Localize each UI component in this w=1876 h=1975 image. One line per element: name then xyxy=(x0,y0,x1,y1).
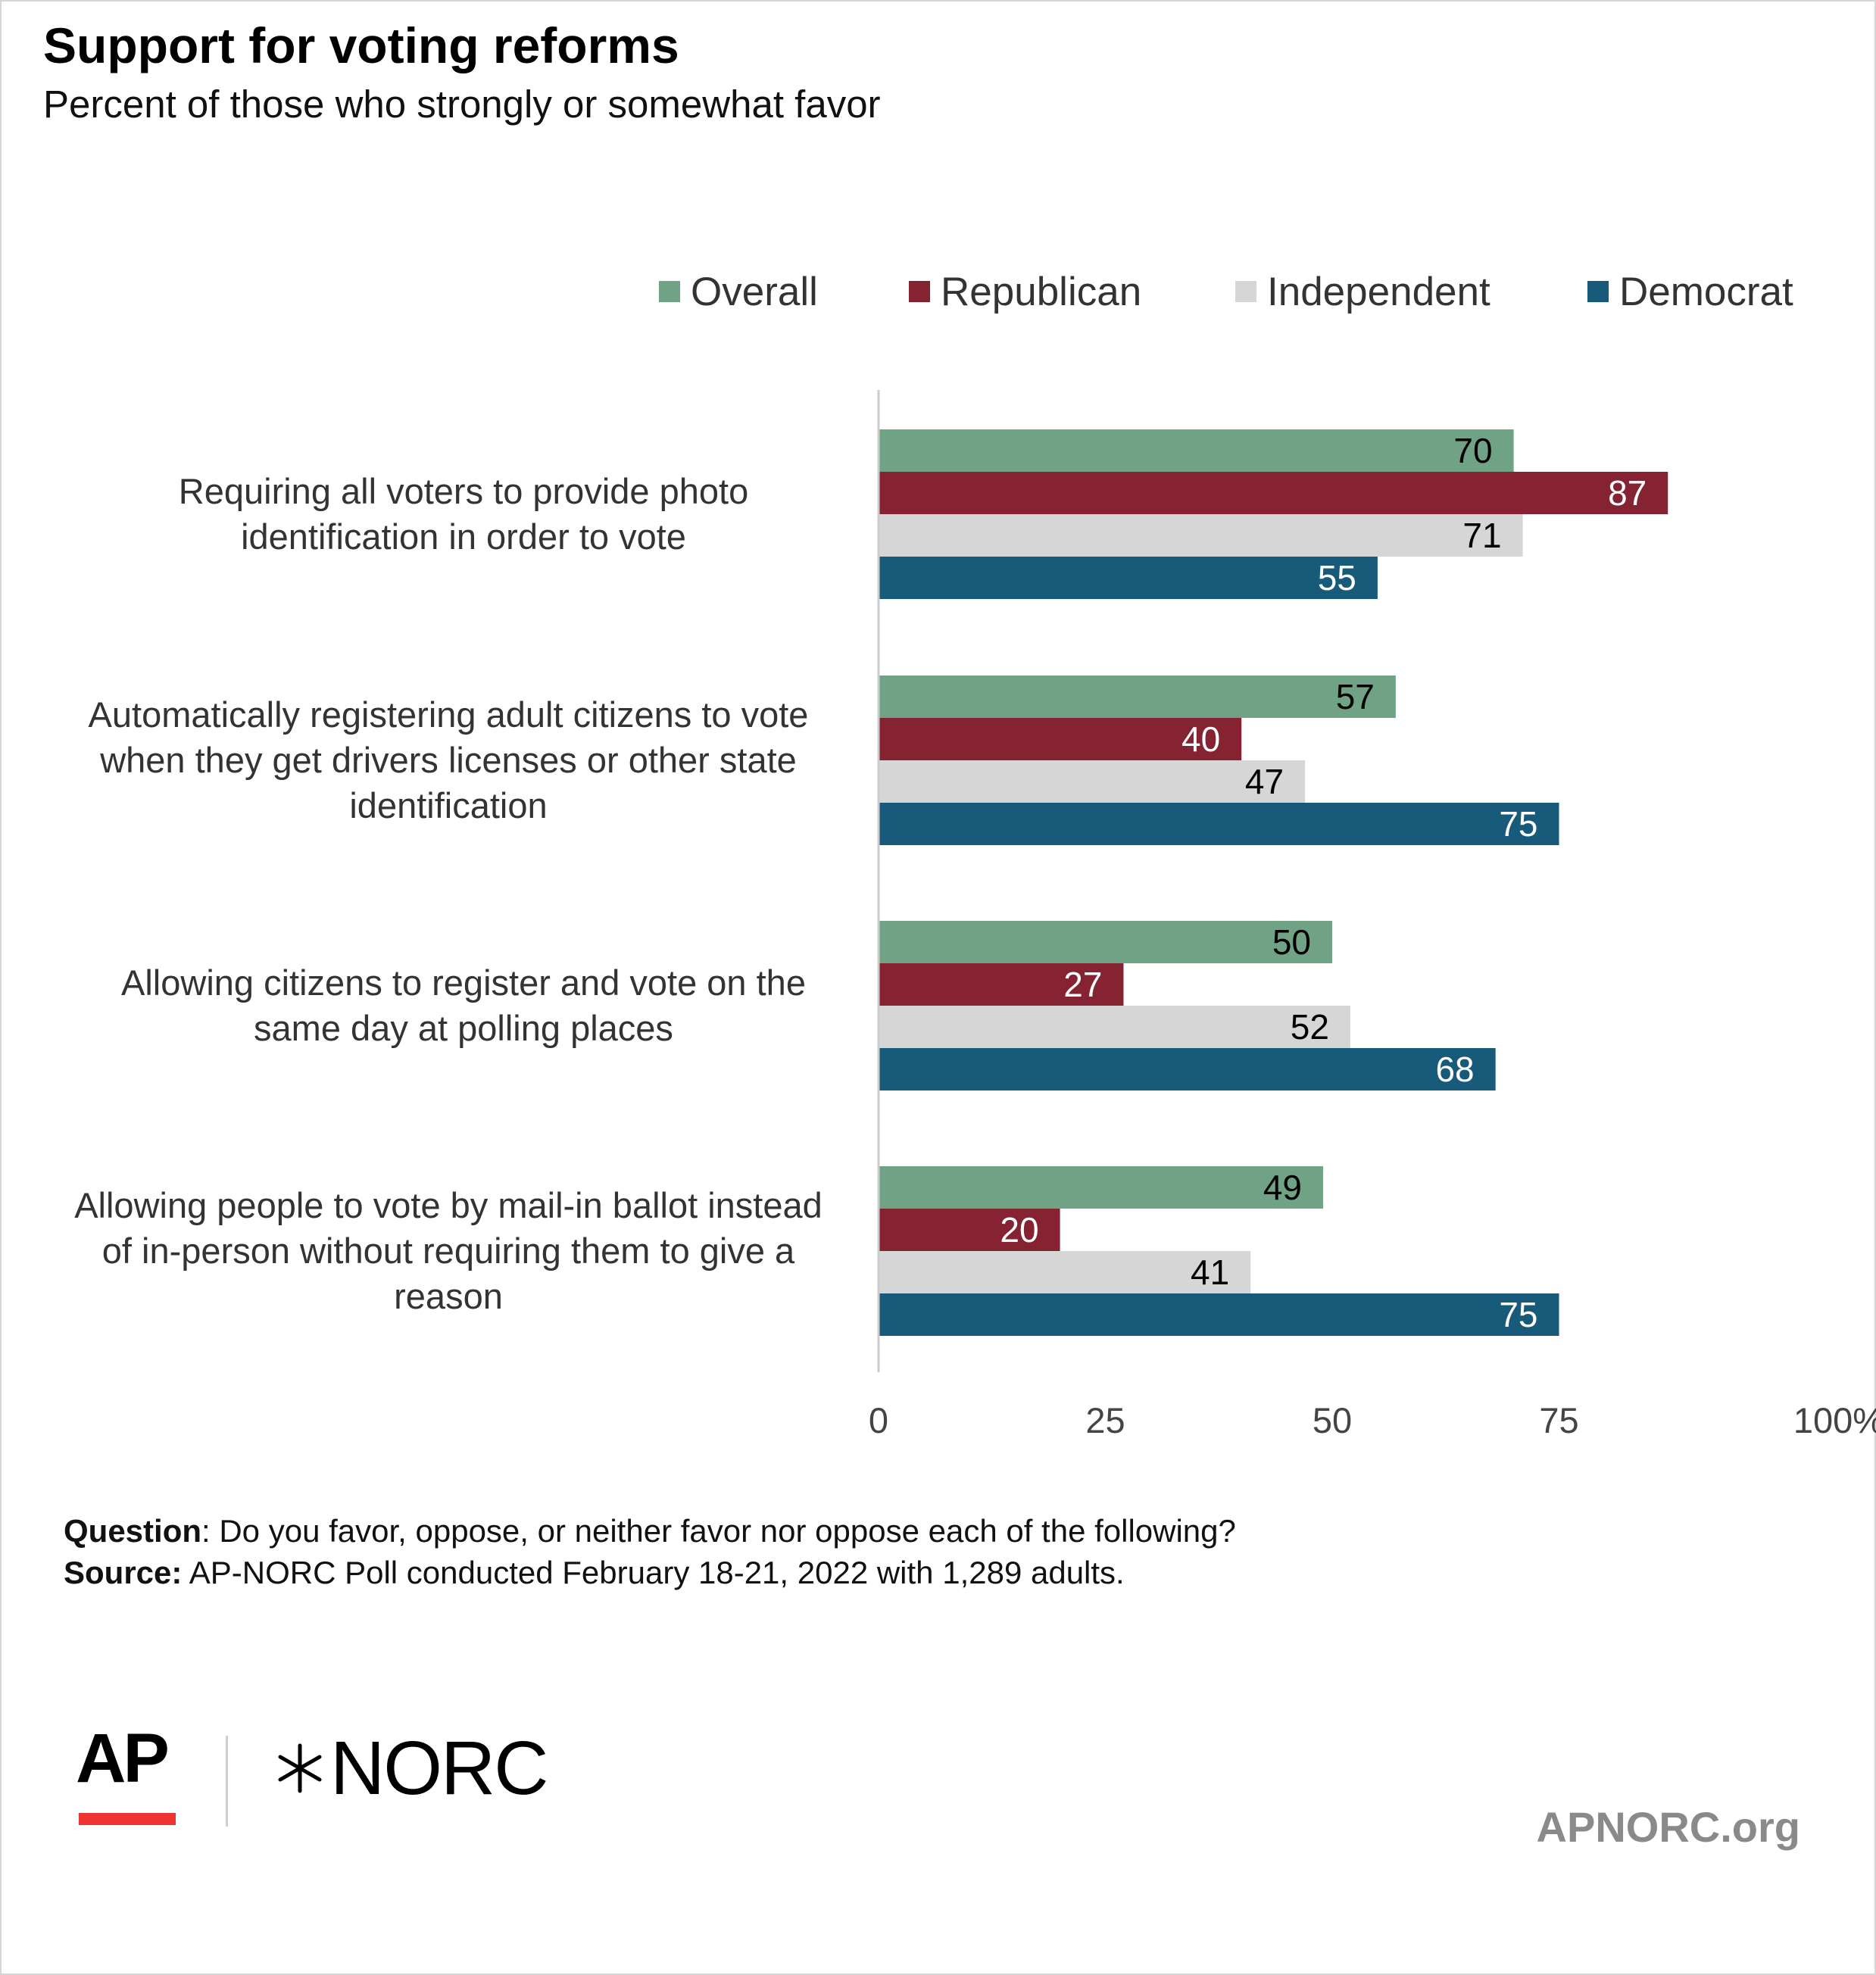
bar-republican-2 xyxy=(879,963,1124,1006)
value-label-independent-1: 47 xyxy=(1245,762,1284,801)
source-label: Source: xyxy=(64,1555,183,1590)
legend-item-republican: Republican xyxy=(909,257,1141,326)
value-label-republican-0: 87 xyxy=(1608,473,1647,513)
value-label-republican-3: 20 xyxy=(1000,1210,1038,1250)
footer-source: Source: AP-NORC Poll conducted February … xyxy=(64,1555,1125,1591)
value-label-overall-2: 50 xyxy=(1272,922,1311,962)
bar-independent-3 xyxy=(879,1251,1251,1293)
x-tick-label-3: 75 xyxy=(1539,1400,1578,1440)
logo-divider xyxy=(226,1736,228,1827)
norc-logo-text: NORC xyxy=(330,1725,548,1811)
source-text: AP-NORC Poll conducted February 18-21, 2… xyxy=(182,1555,1125,1590)
legend-swatch-independent xyxy=(1235,281,1256,302)
ap-logo-red-bar xyxy=(79,1813,176,1825)
legend-label-overall: Overall xyxy=(691,269,818,314)
legend-item-independent: Independent xyxy=(1235,257,1490,326)
legend-label-republican: Republican xyxy=(941,269,1142,314)
value-label-overall-3: 49 xyxy=(1263,1168,1302,1207)
bar-republican-0 xyxy=(879,472,1668,514)
legend-swatch-overall xyxy=(659,281,680,302)
value-label-republican-2: 27 xyxy=(1063,965,1102,1004)
bar-independent-1 xyxy=(879,760,1306,803)
category-label-0-line-0: Requiring all voters to provide photo xyxy=(179,471,748,511)
category-label-2-line-1: same day at polling places xyxy=(254,1008,673,1048)
value-label-overall-0: 70 xyxy=(1453,431,1492,470)
ap-logo: AP xyxy=(76,1719,182,1833)
bar-overall-0 xyxy=(879,429,1514,472)
bar-republican-1 xyxy=(879,718,1242,760)
legend-label-democrat: Democrat xyxy=(1619,269,1793,314)
value-label-democrat-0: 55 xyxy=(1318,558,1356,597)
bar-overall-3 xyxy=(879,1166,1324,1209)
value-label-independent-0: 71 xyxy=(1462,516,1501,555)
legend-item-overall: Overall xyxy=(659,257,818,326)
category-label-1-line-2: identification xyxy=(349,785,547,825)
value-label-democrat-2: 68 xyxy=(1435,1050,1474,1089)
category-label-3-line-1: of in-person without requiring them to g… xyxy=(102,1231,795,1271)
bar-democrat-2 xyxy=(879,1048,1496,1090)
value-label-independent-2: 52 xyxy=(1291,1007,1329,1047)
bar-republican-3 xyxy=(879,1209,1060,1251)
legend: Overall Republican Independent Democrat xyxy=(0,257,1876,326)
legend-label-independent: Independent xyxy=(1267,269,1490,314)
bar-independent-0 xyxy=(879,514,1523,557)
x-tick-label-1: 25 xyxy=(1085,1400,1125,1440)
category-label-3-line-0: Allowing people to vote by mail-in ballo… xyxy=(74,1185,823,1225)
footer-question: Question: Do you favor, oppose, or neith… xyxy=(64,1513,1236,1549)
category-label-3-line-2: reason xyxy=(394,1276,503,1316)
question-label: Question xyxy=(64,1513,202,1549)
value-label-democrat-1: 75 xyxy=(1499,804,1537,844)
ap-logo-text: AP xyxy=(76,1720,170,1797)
site-url: APNORC.org xyxy=(1536,1803,1800,1851)
bar-overall-2 xyxy=(879,921,1332,963)
value-label-republican-1: 40 xyxy=(1181,719,1220,759)
norc-logo: NORC xyxy=(273,1725,548,1811)
bar-independent-2 xyxy=(879,1006,1350,1048)
category-label-1-line-0: Automatically registering adult citizens… xyxy=(89,694,809,735)
norc-star-icon xyxy=(278,1743,322,1793)
chart-title: Support for voting reforms xyxy=(43,17,679,73)
x-tick-label-0: 0 xyxy=(869,1400,888,1440)
category-label-2-line-0: Allowing citizens to register and vote o… xyxy=(121,963,806,1003)
legend-swatch-democrat xyxy=(1587,281,1609,302)
x-tick-label-4: 100% xyxy=(1793,1400,1876,1440)
value-label-independent-3: 41 xyxy=(1191,1253,1229,1292)
bar-overall-1 xyxy=(879,675,1396,718)
legend-swatch-republican xyxy=(909,281,930,302)
legend-item-democrat: Democrat xyxy=(1587,257,1793,326)
question-text: : Do you favor, oppose, or neither favor… xyxy=(201,1513,1236,1549)
bar-democrat-3 xyxy=(879,1293,1559,1336)
chart-subtitle: Percent of those who strongly or somewha… xyxy=(43,83,881,126)
value-label-overall-1: 57 xyxy=(1336,677,1375,716)
value-label-democrat-3: 75 xyxy=(1499,1295,1537,1334)
bar-chart: 70 87 71 55 Requiring all voters to provide … xyxy=(74,390,1876,1440)
bar-democrat-0 xyxy=(879,557,1378,599)
category-label-0-line-1: identification in order to vote xyxy=(241,516,686,557)
category-label-1-line-1: when they get drivers licenses or other … xyxy=(99,740,797,780)
x-tick-label-2: 50 xyxy=(1313,1400,1352,1440)
bar-democrat-1 xyxy=(879,803,1559,845)
